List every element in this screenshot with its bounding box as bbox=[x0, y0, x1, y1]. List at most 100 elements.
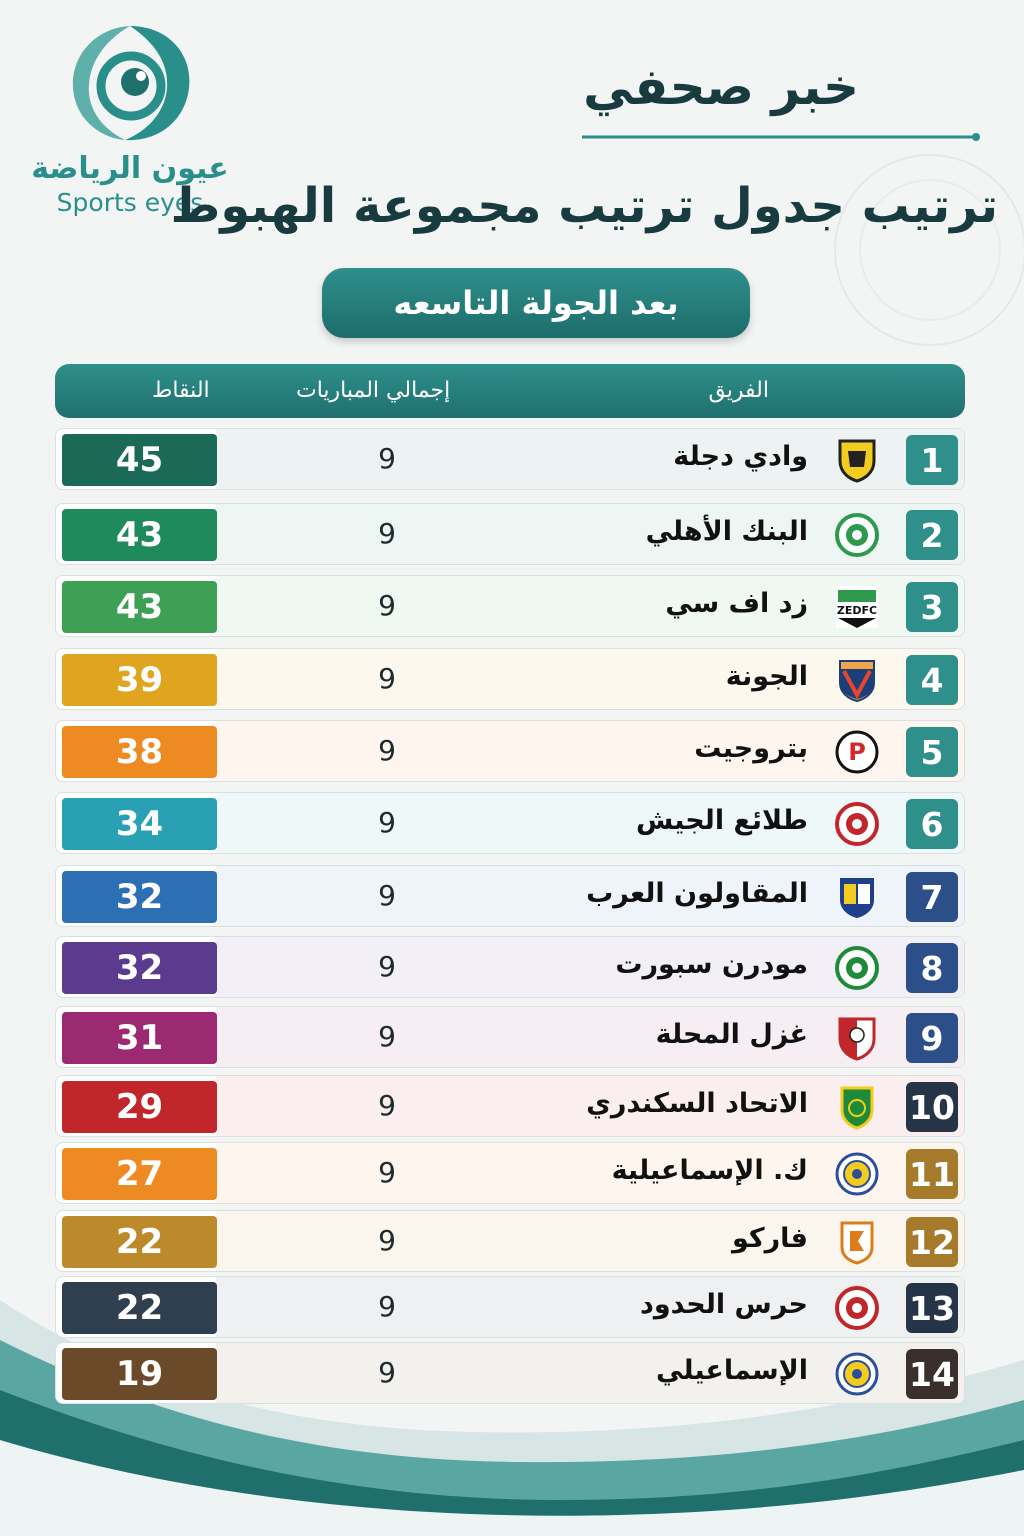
team-name: الإسماعيلي bbox=[656, 1355, 808, 1386]
played-cell: 9 bbox=[378, 1156, 396, 1189]
row-tint bbox=[216, 1211, 964, 1271]
pharco-crest-icon bbox=[834, 1219, 880, 1265]
ismaily-crest-icon bbox=[834, 1151, 880, 1197]
team-name: فاركو bbox=[732, 1223, 808, 1254]
kicker-underline bbox=[582, 133, 980, 141]
page-title: ترتيب جدول ترتيب مجموعة الهبوط bbox=[170, 178, 998, 234]
played-cell: 9 bbox=[378, 879, 396, 912]
played-cell: 9 bbox=[378, 734, 396, 767]
column-team: الفريق bbox=[708, 378, 769, 403]
haras-el-hodoud-crest-icon bbox=[834, 1285, 880, 1331]
played-cell: 9 bbox=[378, 1290, 396, 1323]
played-cell: 9 bbox=[378, 517, 396, 550]
table-row: 22 9 فاركو 12 bbox=[55, 1210, 965, 1272]
rank-cell: 6 bbox=[906, 799, 958, 849]
played-cell: 9 bbox=[378, 1089, 396, 1122]
svg-text:P: P bbox=[848, 738, 866, 766]
rank-cell: 10 bbox=[906, 1082, 958, 1132]
brand-logo: عيون الرياضة Sports eyes bbox=[30, 22, 230, 242]
el-gouna-crest-icon bbox=[834, 657, 880, 703]
team-name: بتروجيت bbox=[694, 733, 808, 764]
points-cell: 27 bbox=[62, 1148, 217, 1200]
points-cell: 19 bbox=[62, 1348, 217, 1400]
team-name: غزل المحلة bbox=[655, 1019, 808, 1050]
played-cell: 9 bbox=[378, 1224, 396, 1257]
played-cell: 9 bbox=[378, 806, 396, 839]
table-row: 38 9 بتروجيت P 5 bbox=[55, 720, 965, 782]
ghazl-el-mahalla-crest-icon bbox=[834, 1015, 880, 1061]
points-cell: 31 bbox=[62, 1012, 217, 1064]
played-cell: 9 bbox=[378, 1020, 396, 1053]
played-cell: 9 bbox=[378, 1356, 396, 1389]
played-cell: 9 bbox=[378, 662, 396, 695]
svg-text:ZEDFC: ZEDFC bbox=[837, 604, 877, 617]
table-header: الفريق إجمالي المباريات النقاط bbox=[55, 364, 965, 418]
table-row: 43 9 زد اف سي ZEDFC 3 bbox=[55, 575, 965, 637]
team-name: وادي دجلة bbox=[673, 441, 808, 472]
brand-name-arabic: عيون الرياضة bbox=[31, 151, 229, 186]
table-row: 34 9 طلائع الجيش 6 bbox=[55, 792, 965, 854]
rank-cell: 3 bbox=[906, 582, 958, 632]
table-row: 45 9 وادي دجلة 1 bbox=[55, 428, 965, 490]
column-points: النقاط bbox=[152, 378, 210, 403]
national-bank-crest-icon bbox=[834, 512, 880, 558]
rank-cell: 11 bbox=[906, 1149, 958, 1199]
team-name: البنك الأهلي bbox=[645, 516, 808, 547]
points-cell: 43 bbox=[62, 581, 217, 633]
table-row: 39 9 الجونة 4 bbox=[55, 648, 965, 710]
team-name: المقاولون العرب bbox=[586, 878, 808, 909]
table-row: 43 9 البنك الأهلي 2 bbox=[55, 503, 965, 565]
rank-cell: 14 bbox=[906, 1349, 958, 1399]
arab-contractors-crest-icon bbox=[834, 874, 880, 920]
team-name: الجونة bbox=[725, 661, 808, 692]
team-name: حرس الحدود bbox=[640, 1289, 808, 1320]
ittihad-alexandria-crest-icon bbox=[834, 1084, 880, 1130]
brand-name-english: Sports eyes bbox=[56, 188, 204, 217]
rank-cell: 7 bbox=[906, 872, 958, 922]
row-tint bbox=[216, 1076, 964, 1136]
table-row: 32 9 المقاولون العرب 7 bbox=[55, 865, 965, 927]
played-cell: 9 bbox=[378, 589, 396, 622]
table-row: 19 9 الإسماعيلي 14 bbox=[55, 1342, 965, 1404]
rank-cell: 1 bbox=[906, 435, 958, 485]
rank-cell: 8 bbox=[906, 943, 958, 993]
points-cell: 43 bbox=[62, 509, 217, 561]
modern-sport-crest-icon bbox=[834, 945, 880, 991]
round-badge: بعد الجولة التاسعه bbox=[322, 268, 750, 338]
table-row: 29 9 الاتحاد السكندري 10 bbox=[55, 1075, 965, 1137]
points-cell: 29 bbox=[62, 1081, 217, 1133]
points-cell: 34 bbox=[62, 798, 217, 850]
team-name: مودرن سبورت bbox=[615, 949, 808, 980]
column-played: إجمالي المباريات bbox=[296, 378, 451, 403]
ismaily-crest-icon bbox=[834, 1351, 880, 1397]
tala-el-gaish-crest-icon bbox=[834, 801, 880, 847]
rank-cell: 4 bbox=[906, 655, 958, 705]
points-cell: 32 bbox=[62, 942, 217, 994]
points-cell: 32 bbox=[62, 871, 217, 923]
zed-fc-crest-icon: ZEDFC bbox=[834, 584, 880, 630]
rank-cell: 13 bbox=[906, 1283, 958, 1333]
table-row: 32 9 مودرن سبورت 8 bbox=[55, 936, 965, 998]
rank-cell: 2 bbox=[906, 510, 958, 560]
team-name: زد اف سي bbox=[665, 588, 808, 619]
row-tint bbox=[216, 866, 964, 926]
points-cell: 39 bbox=[62, 654, 217, 706]
table-row: 31 9 غزل المحلة 9 bbox=[55, 1006, 965, 1068]
rank-cell: 5 bbox=[906, 727, 958, 777]
points-cell: 22 bbox=[62, 1216, 217, 1268]
table-row: 27 9 ك. الإسماعيلية 11 bbox=[55, 1142, 965, 1204]
played-cell: 9 bbox=[378, 442, 396, 475]
played-cell: 9 bbox=[378, 950, 396, 983]
kicker-heading: خبر صحفي bbox=[583, 58, 859, 116]
petrojet-crest-icon: P bbox=[834, 729, 880, 775]
team-name: الاتحاد السكندري bbox=[586, 1088, 808, 1119]
table-row: 22 9 حرس الحدود 13 bbox=[55, 1276, 965, 1338]
rank-cell: 12 bbox=[906, 1217, 958, 1267]
points-cell: 45 bbox=[62, 434, 217, 486]
rank-cell: 9 bbox=[906, 1013, 958, 1063]
points-cell: 22 bbox=[62, 1282, 217, 1334]
points-cell: 38 bbox=[62, 726, 217, 778]
team-name: ك. الإسماعيلية bbox=[611, 1155, 808, 1186]
eye-logo-icon bbox=[72, 26, 190, 141]
